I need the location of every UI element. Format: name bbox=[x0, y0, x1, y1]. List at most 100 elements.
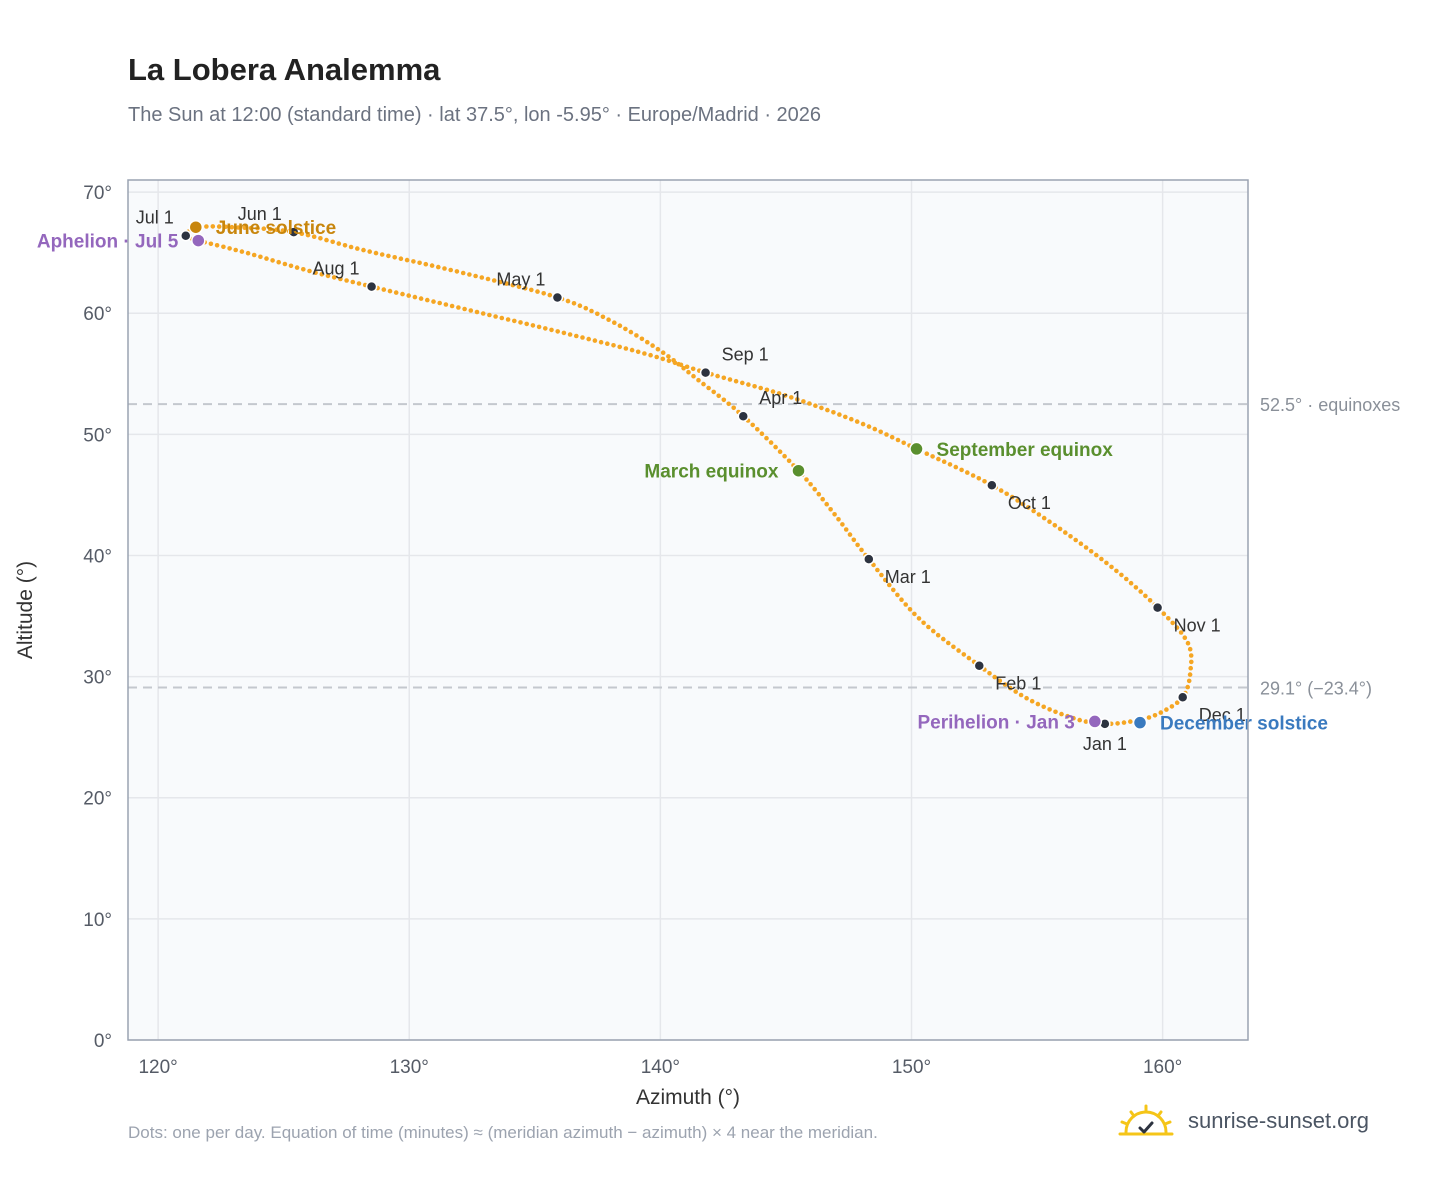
daily-sun-dot bbox=[956, 648, 961, 653]
plot-frame bbox=[127, 179, 1249, 1041]
month-marker bbox=[699, 366, 712, 379]
month-label: Aug 1 bbox=[313, 259, 360, 279]
daily-sun-dot bbox=[982, 479, 987, 484]
daily-sun-dot bbox=[448, 267, 454, 273]
month-marker bbox=[551, 291, 564, 304]
daily-sun-dot bbox=[251, 252, 257, 258]
daily-sun-dot bbox=[499, 315, 505, 321]
daily-sun-dot bbox=[1119, 572, 1124, 578]
daily-sun-dot bbox=[274, 227, 279, 232]
daily-sun-dot bbox=[311, 234, 317, 239]
daily-sun-dot bbox=[487, 312, 492, 318]
event-marker bbox=[909, 441, 924, 457]
daily-sun-dot bbox=[1002, 682, 1008, 687]
daily-sun-dot bbox=[454, 269, 460, 274]
daily-sun-dot bbox=[926, 624, 931, 630]
daily-sun-dot bbox=[1104, 560, 1109, 566]
daily-sun-dot bbox=[731, 405, 736, 411]
daily-sun-dot bbox=[883, 577, 888, 583]
brand-name: sunrise-sunset.org bbox=[1188, 1108, 1369, 1133]
daily-sun-dot bbox=[245, 250, 251, 256]
month-label: Sep 1 bbox=[722, 345, 769, 365]
daily-sun-dot bbox=[795, 397, 800, 402]
daily-sun-dot bbox=[961, 652, 967, 657]
daily-sun-dot bbox=[282, 261, 288, 267]
daily-sun-dot bbox=[837, 412, 842, 417]
daily-sun-dot bbox=[436, 264, 441, 270]
daily-sun-dot bbox=[1041, 515, 1047, 521]
month-marker bbox=[365, 280, 378, 293]
daily-sun-dot bbox=[1036, 512, 1042, 517]
daily-sun-dot bbox=[449, 303, 455, 309]
daily-sun-dot bbox=[442, 266, 447, 271]
daily-sun-dot bbox=[248, 225, 254, 231]
daily-sun-dot bbox=[580, 335, 585, 340]
daily-sun-dot bbox=[239, 249, 245, 254]
daily-sun-dot bbox=[522, 286, 528, 291]
daily-sun-dot bbox=[635, 349, 641, 355]
daily-sun-dot bbox=[1004, 491, 1009, 497]
daily-sun-dot bbox=[387, 288, 393, 294]
daily-sun-dot bbox=[1013, 689, 1018, 694]
brand-link[interactable]: sunrise-sunset.org bbox=[1118, 1104, 1369, 1138]
daily-sun-dot bbox=[214, 243, 220, 248]
daily-sun-dot bbox=[931, 628, 936, 634]
month-label: Mar 1 bbox=[885, 567, 931, 587]
footer-note: Dots: one per day. Equation of time (min… bbox=[128, 1123, 878, 1142]
daily-sun-dot bbox=[1185, 640, 1191, 646]
daily-sun-dot bbox=[1065, 713, 1070, 719]
month-label: May 1 bbox=[496, 269, 545, 289]
daily-sun-dot bbox=[336, 241, 342, 246]
daily-sun-dot bbox=[518, 320, 523, 325]
daily-sun-dot bbox=[404, 257, 410, 263]
daily-sun-dot bbox=[628, 329, 634, 335]
daily-sun-dot bbox=[1057, 526, 1063, 532]
daily-sun-dot bbox=[467, 272, 472, 277]
daily-sun-dot bbox=[348, 244, 354, 250]
daily-sun-dot bbox=[379, 252, 385, 257]
daily-sun-dot bbox=[1026, 505, 1031, 510]
month-label: Dec 1 bbox=[1199, 705, 1246, 725]
daily-sun-dot bbox=[264, 256, 269, 261]
month-marker bbox=[1176, 691, 1189, 703]
daily-sun-dot bbox=[338, 276, 343, 282]
daily-sun-dot bbox=[716, 393, 721, 399]
month-label: Oct 1 bbox=[1008, 493, 1051, 513]
daily-sun-dot bbox=[577, 303, 583, 309]
daily-sun-dot bbox=[1053, 709, 1058, 715]
daily-sun-dot bbox=[648, 352, 653, 358]
daily-sun-dot bbox=[1029, 698, 1035, 704]
month-marker bbox=[1151, 601, 1164, 614]
daily-sun-dot bbox=[1031, 508, 1036, 514]
daily-sun-dot bbox=[727, 377, 733, 382]
daily-sun-dot bbox=[758, 385, 763, 391]
daily-sun-dot bbox=[571, 301, 577, 306]
daily-sun-dot bbox=[642, 351, 647, 356]
daily-sun-dot bbox=[941, 636, 946, 642]
daily-sun-dot bbox=[221, 244, 226, 250]
daily-sun-dot bbox=[903, 602, 908, 607]
daily-sun-dot bbox=[331, 275, 337, 280]
daily-sun-dot bbox=[325, 273, 331, 279]
daily-sun-dot bbox=[901, 440, 906, 446]
daily-sun-dot bbox=[666, 354, 671, 359]
event-markers: June solstice Aphelion · Jul 5 March equin… bbox=[37, 218, 1328, 734]
daily-sun-dot bbox=[1189, 659, 1194, 665]
chart-title: La Lobera Analemma bbox=[128, 52, 441, 87]
daily-sun-dot bbox=[813, 403, 818, 409]
event-marker bbox=[791, 463, 806, 478]
daily-sun-dot bbox=[773, 444, 778, 450]
daily-sun-dot bbox=[1009, 494, 1015, 500]
daily-sun-dot bbox=[921, 620, 926, 626]
daily-sun-dot bbox=[417, 260, 422, 266]
daily-sun-dot bbox=[1099, 556, 1104, 562]
daily-sun-dot bbox=[480, 311, 486, 316]
y-axis-label: Altitude (°) bbox=[14, 561, 37, 659]
daily-sun-dot bbox=[429, 263, 435, 268]
daily-sun-dot bbox=[768, 440, 774, 445]
daily-sun-dot bbox=[752, 384, 757, 389]
daily-sun-dot bbox=[1047, 707, 1052, 712]
daily-sun-dot bbox=[411, 259, 416, 264]
daily-sun-dot bbox=[884, 432, 889, 437]
daily-sun-dot bbox=[208, 241, 214, 247]
